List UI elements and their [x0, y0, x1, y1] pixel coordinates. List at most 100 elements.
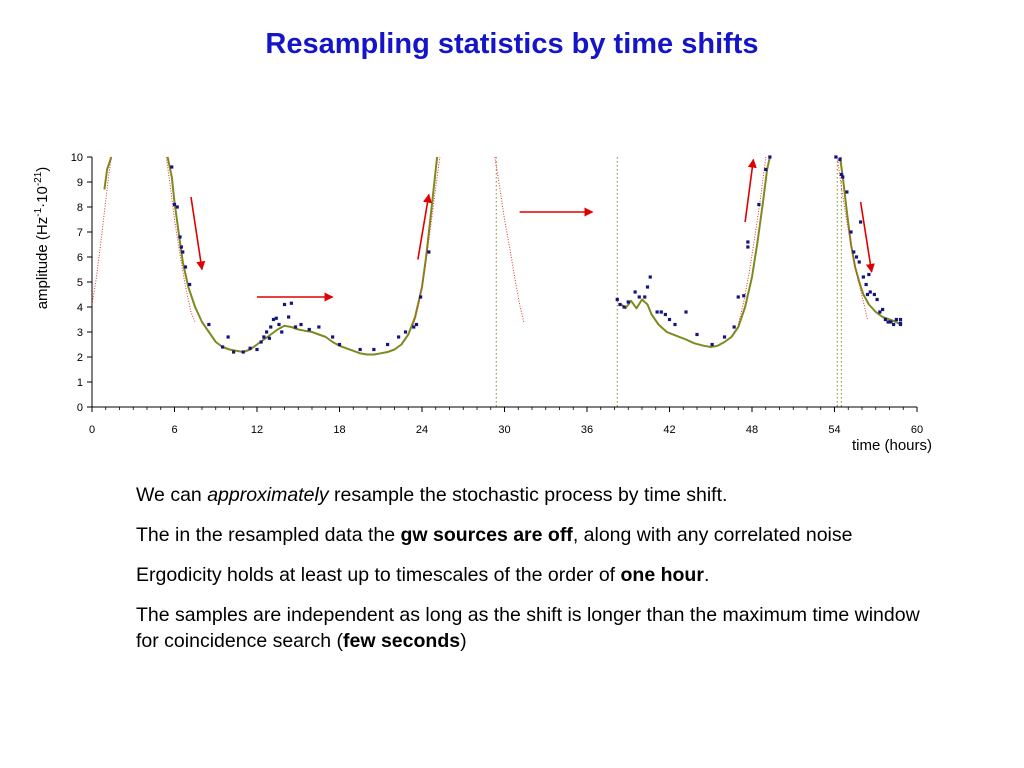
data-point: [207, 322, 211, 327]
data-point: [859, 220, 863, 224]
data-point: [742, 294, 746, 298]
model-curve: [737, 156, 767, 325]
text-run: Ergodicity holds at least up to timescal…: [136, 564, 621, 586]
data-point: [883, 317, 887, 322]
paragraph-p2: The in the resampled data the gw sources…: [136, 522, 936, 548]
amplitude-trace: [103, 156, 113, 190]
data-point: [271, 317, 276, 322]
data-point: [412, 325, 416, 329]
model-curve: [413, 156, 441, 325]
data-point: [277, 322, 281, 327]
data-point: [179, 245, 183, 249]
data-point: [615, 297, 619, 302]
data-point: [667, 317, 672, 322]
data-point: [834, 155, 838, 159]
data-point: [172, 202, 177, 207]
data-point: [849, 230, 853, 234]
text-run: .: [703, 564, 710, 586]
data-point: [722, 335, 727, 339]
data-point: [299, 322, 303, 327]
data-point: [269, 325, 273, 329]
data-point: [622, 305, 626, 309]
data-point: [768, 155, 772, 159]
data-point: [183, 265, 188, 269]
data-point: [867, 272, 871, 277]
text-run: , along with any correlated noise: [572, 524, 853, 546]
data-point: [289, 301, 293, 305]
text-run: gw sources are off: [400, 524, 573, 546]
x-tick-label: 30: [498, 424, 510, 436]
data-point: [358, 347, 362, 352]
y-axis-label-base: amplitude (Hz: [34, 216, 51, 310]
y-tick-label: 10: [71, 152, 83, 164]
amplitude-trace: [839, 156, 902, 326]
text-run: approximately: [207, 484, 329, 506]
data-point: [898, 322, 903, 327]
x-tick-label: 48: [746, 424, 758, 436]
data-point: [864, 282, 868, 287]
data-point: [710, 342, 714, 347]
y-tick-label: 1: [77, 377, 83, 389]
x-tick-label: 0: [89, 424, 95, 436]
data-point: [673, 322, 677, 327]
body-text: We can approximately resample the stocha…: [136, 482, 936, 668]
y-axis-label-end: ): [34, 166, 51, 172]
data-point: [746, 240, 750, 244]
data-point: [645, 285, 650, 289]
slide-title: Resampling statistics by time shifts: [265, 28, 759, 60]
data-point: [648, 275, 652, 279]
data-point: [386, 342, 390, 347]
data-point: [898, 317, 903, 322]
x-tick-label: 6: [171, 424, 177, 436]
data-point: [878, 310, 882, 314]
text-run: resample the stochastic process by time …: [328, 484, 728, 506]
data-point: [265, 330, 269, 334]
data-point: [178, 235, 182, 239]
data-point: [248, 346, 252, 350]
data-point: [255, 347, 259, 352]
data-point: [839, 172, 843, 177]
x-tick-label: 60: [911, 424, 923, 436]
data-point: [427, 250, 431, 254]
y-tick-label: 4: [77, 302, 83, 314]
data-point: [757, 202, 761, 207]
y-axis-label-sup2: -21: [33, 171, 44, 187]
data-point: [262, 335, 266, 339]
data-point: [852, 250, 856, 254]
y-tick-label: 9: [77, 177, 83, 189]
data-point: [397, 335, 401, 339]
shift-arrow: [417, 193, 432, 260]
data-point: [746, 245, 750, 249]
data-point: [872, 292, 876, 297]
data-point: [845, 190, 849, 194]
y-tick-label: 3: [77, 327, 83, 339]
data-point: [337, 342, 342, 347]
data-point: [626, 300, 630, 304]
data-point: [331, 335, 335, 339]
y-axis-label-sup1: -1: [33, 207, 44, 217]
data-point: [643, 295, 647, 299]
data-point: [886, 320, 890, 324]
data-point: [372, 347, 376, 352]
data-point: [267, 336, 271, 340]
data-point: [403, 330, 408, 334]
data-point: [854, 255, 859, 259]
data-point: [841, 175, 845, 179]
x-tick-label: 54: [828, 424, 840, 436]
x-tick-label: 12: [251, 424, 263, 436]
text-run: one hour: [620, 564, 704, 586]
data-point: [892, 322, 896, 327]
shift-arrow: [190, 196, 206, 271]
y-axis-label-mid: ·10: [34, 186, 51, 208]
text-run: We can: [136, 484, 208, 506]
x-tick-label: 18: [333, 424, 345, 436]
model-curve: [494, 156, 525, 323]
data-point: [241, 350, 245, 354]
text-run: The in the resampled data the: [136, 524, 401, 546]
text-run: ): [460, 630, 467, 652]
data-point: [293, 325, 298, 329]
model-curve: [92, 156, 112, 305]
y-axis-label: amplitude (Hz-1·10-21): [33, 167, 51, 310]
paragraph-p4: The samples are independent as long as t…: [136, 602, 936, 654]
data-point: [282, 302, 287, 307]
